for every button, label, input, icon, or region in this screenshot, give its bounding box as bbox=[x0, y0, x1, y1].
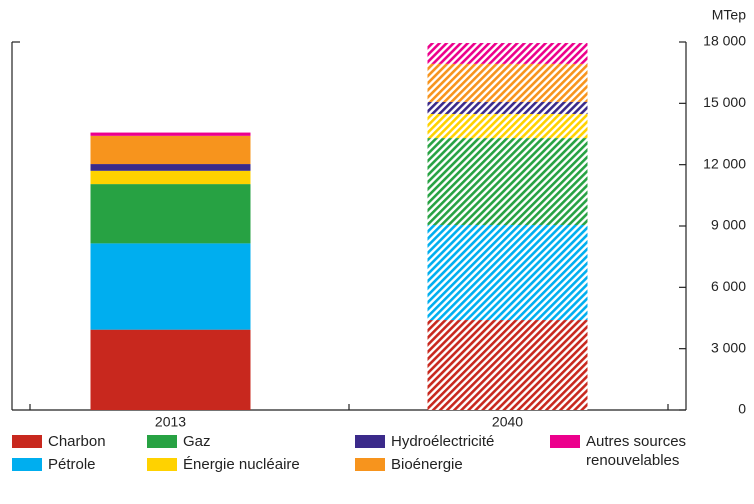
y-tick-label: 6 000 bbox=[711, 278, 746, 294]
bar-segment bbox=[90, 184, 251, 244]
y-tick-label: 18 000 bbox=[703, 33, 746, 49]
legend-swatch bbox=[355, 435, 385, 448]
legend-label: Charbon bbox=[48, 433, 106, 450]
legend-swatch bbox=[147, 458, 177, 471]
bar-segment bbox=[427, 113, 588, 139]
bar-segment bbox=[90, 243, 251, 330]
legend-swatch bbox=[355, 458, 385, 471]
bar-segment bbox=[427, 43, 588, 64]
y-tick-label: 12 000 bbox=[703, 155, 746, 171]
legend-label: Autres sources renouvelables bbox=[586, 433, 687, 469]
legend-item: Hydroélectricité bbox=[355, 432, 494, 451]
bar-segment bbox=[427, 101, 588, 114]
x-tick-label: 2040 bbox=[492, 414, 523, 430]
legend-label: Bioénergie bbox=[391, 456, 463, 473]
legend-item: Pétrole bbox=[12, 455, 96, 474]
legend-item: Gaz bbox=[147, 432, 211, 451]
bar-segment bbox=[90, 135, 251, 165]
x-tick-label: 2013 bbox=[155, 414, 186, 430]
legend-label: Hydroélectricité bbox=[391, 433, 495, 450]
legend-swatch bbox=[12, 458, 42, 471]
bar-segment bbox=[90, 132, 251, 136]
legend-swatch bbox=[12, 435, 42, 448]
legend-item: Charbon bbox=[12, 432, 106, 451]
legend-item: Énergie nucléaire bbox=[147, 455, 300, 474]
legend-label: Énergie nucléaire bbox=[183, 456, 300, 473]
legend-swatch bbox=[147, 435, 177, 448]
legend-swatch bbox=[550, 435, 580, 448]
legend-item: Autres sources renouvelables bbox=[550, 432, 730, 470]
bar-segment bbox=[427, 138, 588, 225]
y-tick-label: 0 bbox=[738, 401, 746, 417]
bar-segment bbox=[427, 320, 588, 410]
legend: Charbon Pétrole Gaz Énergie nucléaire Hydroé… bbox=[0, 430, 754, 504]
bar-segment bbox=[90, 170, 251, 185]
y-tick-label: 3 000 bbox=[711, 339, 746, 355]
bar-segment bbox=[427, 63, 588, 102]
legend-label: Gaz bbox=[183, 433, 211, 450]
y-tick-label: 9 000 bbox=[711, 217, 746, 233]
chart: MTep 0 3 000 6 000 9 000 12 000 15 000 18 000 2… bbox=[11, 7, 746, 430]
bar-segment bbox=[90, 164, 251, 171]
y-tick-label: 15 000 bbox=[703, 94, 746, 110]
legend-item: Bioénergie bbox=[355, 455, 463, 474]
legend-label: Pétrole bbox=[48, 456, 96, 473]
bar-segment bbox=[427, 224, 588, 321]
bar-segment bbox=[90, 329, 251, 410]
y-axis-label: MTep bbox=[712, 7, 746, 23]
